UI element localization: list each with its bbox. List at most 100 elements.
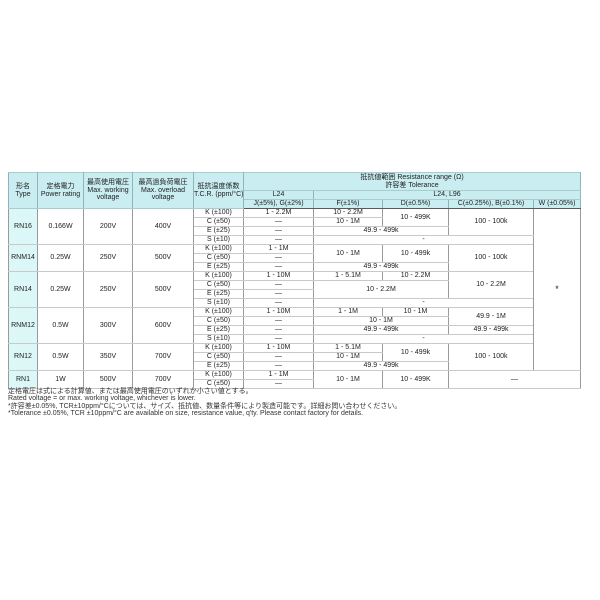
empty-value-cell: — [243,316,314,326]
tcr-grade-cell: C (±50) [193,316,244,326]
header-tolerance-jg: J(±5%), G(±2%) [243,199,314,209]
header-working-ja: 最高使用電圧 [87,178,129,186]
header-power-rating: 定格電力 Power rating [37,172,84,209]
header-overload-en2: voltage [151,194,175,202]
tcr-grade-cell: E (±25) [193,226,244,236]
resistance-range-cell: 500V [132,271,194,308]
header-type-en: Type [15,190,31,198]
tcr-grade-cell: K (±100) [193,208,244,218]
resistance-range-cell: 700V [132,370,194,389]
resistance-range-cell: 1 - 1M [313,307,383,317]
resistance-range-cell: 10 - 2.2M [382,271,449,281]
tcr-grade-cell: K (±100) [193,307,244,317]
table-row: RNM12 0.5W 300V 600V K (±100) 1 - 10M 1 - 1M 10… [8,307,581,344]
type-name-cell: RNM14 [8,244,38,272]
resistance-range-cell: 100 - 100k [448,343,534,371]
resistor-spec-table: 形名 Type 定格電力 Power rating 最高使用電圧 Max. wo… [8,172,582,389]
header-type: 形名 Type [8,172,38,209]
type-name-cell: RN12 [8,343,38,371]
table-row: RN12 0.5W 350V 700V K (±100) 1 - 10M 1 - 5.1M 1… [8,343,581,371]
resistance-range-cell: 49.9 - 499k [313,361,449,371]
tcr-grade-cell: E (±25) [193,361,244,371]
type-name-cell: RN16 [8,208,38,245]
tcr-grade-cell: K (±100) [193,343,244,353]
resistance-range-cell: 10 - 1M [382,307,449,317]
header-tcr: 抵抗温度係数 T.C.R. (ppm/°C) [193,172,244,209]
resistance-range-cell: 1 - 1M [243,370,314,380]
resistance-range-cell: 1W [37,370,84,389]
resistance-range-cell: 10 - 1M [313,352,383,362]
header-tolerance-d: D(±0.5%) [382,199,449,209]
header-max-working-voltage: 最高使用電圧 Max. working voltage [83,172,133,209]
tcr-grade-cell: C (±50) [193,352,244,362]
resistance-range-cell: 10 - 2.2M [448,271,534,299]
empty-value-cell: - [313,235,534,245]
resistance-range-cell: 100 - 100k [448,208,534,236]
empty-value-cell: — [243,226,314,236]
resistance-range-cell: 0.5W [37,307,84,344]
resistance-range-cell: 700V [132,343,194,371]
empty-value-cell: — [243,289,314,299]
header-power-en: Power rating [40,190,81,198]
footnote-tolerance-ja: *許容差±0.05%, TCR±10ppm/°Cについては、サイズ、抵抗値、数量… [8,402,402,410]
header-resistance-range: 抵抗値範囲 Resistance range (Ω) 許容差 Tolerance [242,172,582,191]
tcr-grade-cell: S (±10) [193,235,244,245]
header-working-en1: Max. working [87,186,129,194]
resistance-range-cell: 49.9 - 499k [313,325,449,335]
header-working-en2: voltage [96,194,120,202]
resistance-range-cell: 10 - 2.2M [313,280,449,299]
resistance-range-cell: 0.166W [37,208,84,245]
tcr-grade-cell: C (±50) [193,280,244,290]
empty-value-cell: — [243,235,314,245]
header-tcr-en: T.C.R. (ppm/°C) [194,190,244,198]
header-type-ja: 形名 [16,182,30,190]
resistance-range-cell: 500V [132,244,194,272]
resistance-range-cell: 0.25W [37,244,84,272]
type-name-cell: RN14 [8,271,38,308]
resistance-range-cell: 10 - 1M [313,316,449,326]
empty-value-cell: — [243,280,314,290]
resistance-range-cell: 49.9 - 499k [313,226,449,236]
resistance-range-cell: 500V [83,370,133,389]
header-tolerance-w: W (±0.05%) [532,199,582,209]
table-row: C (±50) — [9,379,581,389]
resistance-range-cell: 49.9 - 1M [448,307,534,326]
tcr-grade-cell: C (±50) [193,217,244,227]
empty-value-cell: — [243,361,314,371]
empty-value-cell: - [313,298,534,308]
table-row: RNM14 0.25W 250V 500V K (±100) 1 - 1M 10 - 1M 1… [8,244,581,272]
header-overload-en1: Max. overload [141,186,185,194]
type-name-cell: RNM12 [8,307,38,344]
tcr-grade-cell: E (±25) [193,262,244,272]
empty-value-cell: — [243,217,314,227]
resistance-range-cell: 10 - 499K [382,370,449,389]
tcr-grade-cell: K (±100) [193,370,244,380]
resistance-range-cell: 10 - 1M [313,217,383,227]
resistance-range-cell: 1 - 1M [243,244,314,254]
empty-value-cell: — [243,352,314,362]
table-row: RN16 0.166W 200V 400V K (±100) 1 - 2.2M 10 - 2… [8,208,582,371]
header-range-title: 抵抗値範囲 Resistance range (Ω) [360,173,464,181]
resistance-range-cell: 0.5W [37,343,84,371]
resistance-range-cell: 1 - 5.1M [313,271,383,281]
header-overload-ja: 最高過負荷電圧 [138,178,188,186]
empty-value-cell: — [243,253,314,263]
resistance-range-cell: 10 - 1M [313,244,383,263]
header-tcr-ja: 抵抗温度係数 [197,182,240,190]
resistance-range-cell: 400V [132,208,194,245]
resistance-range-cell: 10 - 2.2M [313,208,383,218]
table-row: E (±25) —49.9 - 499k [9,226,581,236]
empty-value-cell: - [313,334,534,344]
resistance-range-cell: 1 - 5.1M [313,343,383,353]
resistance-range-cell: 49.9 - 499k [313,262,449,272]
resistance-range-cell: 300V [83,307,133,344]
footnotes: 定格電圧は式による計算値、または最高使用電圧のいずれか小さい値とする。 Rate… [8,388,401,417]
tcr-grade-cell: S (±10) [193,334,244,344]
tcr-grade-cell: S (±10) [193,298,244,308]
resistance-range-cell: 10 - 499k [382,244,449,263]
resistance-range-cell: 200V [83,208,133,245]
header-tolerance-f: F(±1%) [313,199,383,209]
tcr-grade-cell: E (±25) [193,289,244,299]
header-tolerance-title: 許容差 Tolerance [385,181,439,189]
